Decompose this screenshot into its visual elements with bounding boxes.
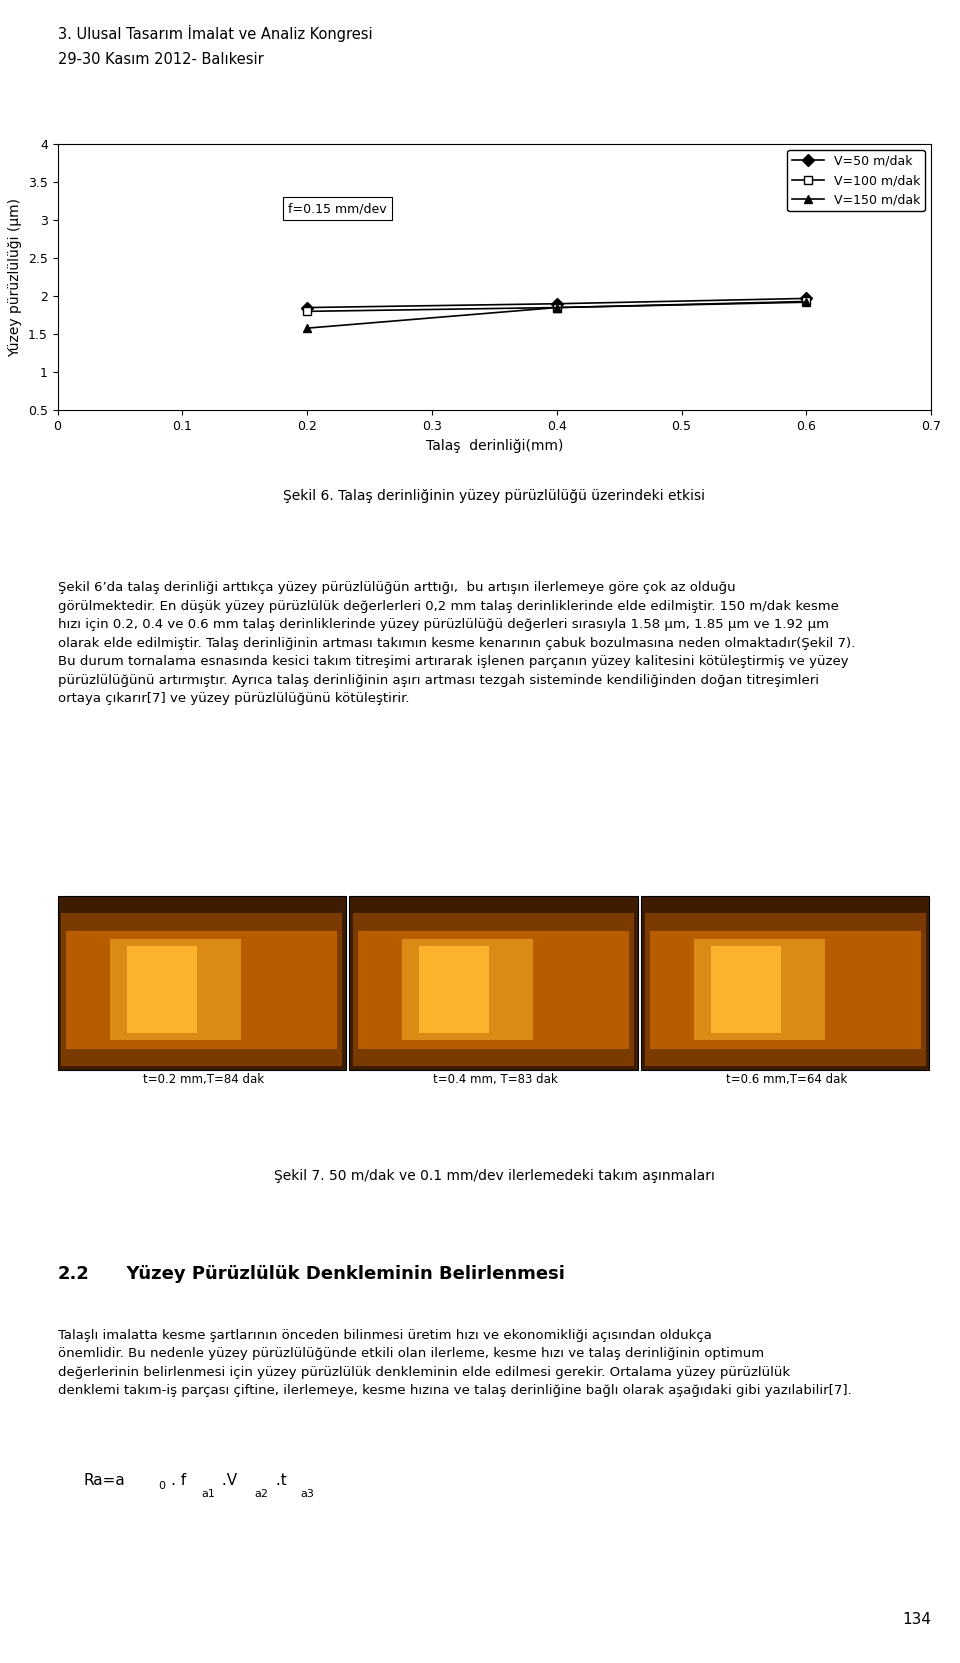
Text: t=0.2 mm,T=84 dak: t=0.2 mm,T=84 dak bbox=[143, 1073, 264, 1086]
Line: V=100 m/dak: V=100 m/dak bbox=[303, 298, 810, 316]
Text: .t: .t bbox=[271, 1473, 292, 1488]
Text: . f: . f bbox=[171, 1473, 186, 1488]
Bar bbox=[711, 946, 780, 1033]
Text: 2.2: 2.2 bbox=[58, 1264, 89, 1282]
Text: Şekil 6. Talaş derinliğinin yüzey pürüzlülüğü üzerindeki etkisi: Şekil 6. Talaş derinliğinin yüzey pürüzl… bbox=[283, 489, 706, 502]
Bar bbox=[110, 940, 241, 1039]
Bar bbox=[693, 940, 825, 1039]
Text: Şekil 7. 50 m/dak ve 0.1 mm/dev ilerlemedeki takım aşınmaları: Şekil 7. 50 m/dak ve 0.1 mm/dev ilerleme… bbox=[274, 1169, 715, 1184]
Bar bbox=[128, 946, 198, 1033]
Bar bbox=[402, 940, 533, 1039]
Bar bbox=[358, 931, 629, 1049]
Bar bbox=[353, 913, 635, 1066]
V=150 m/dak bbox=[301, 318, 313, 338]
V=150 m/dak bbox=[801, 293, 812, 313]
Text: Ra=a: Ra=a bbox=[84, 1473, 126, 1488]
V=100 m/dak bbox=[301, 301, 313, 321]
Text: a3: a3 bbox=[300, 1488, 314, 1498]
Line: V=150 m/dak: V=150 m/dak bbox=[303, 298, 810, 333]
V=100 m/dak bbox=[551, 298, 563, 318]
Text: Şekil 6’da talaş derinliği arttıkça yüzey pürüzlülüğün arttığı,  bu artışın iler: Şekil 6’da talaş derinliği arttıkça yüze… bbox=[58, 580, 854, 705]
V=50 m/dak bbox=[801, 288, 812, 308]
Bar bbox=[641, 896, 929, 1071]
Y-axis label: Yüzey pürüzlülüği (µm): Yüzey pürüzlülüği (µm) bbox=[9, 198, 22, 356]
V=50 m/dak bbox=[551, 294, 563, 314]
Text: Talaşlı imalatta kesme şartlarının önceden bilinmesi üretim hızı ve ekonomikliği: Talaşlı imalatta kesme şartlarının önced… bbox=[58, 1329, 852, 1397]
Bar bbox=[420, 946, 490, 1033]
Text: a1: a1 bbox=[202, 1488, 216, 1498]
Text: 134: 134 bbox=[902, 1613, 931, 1628]
Text: t=0.4 mm, T=83 dak: t=0.4 mm, T=83 dak bbox=[433, 1073, 558, 1086]
V=150 m/dak bbox=[551, 298, 563, 318]
V=50 m/dak bbox=[301, 298, 313, 318]
Text: f=0.15 mm/dev: f=0.15 mm/dev bbox=[288, 203, 387, 215]
Bar bbox=[58, 896, 346, 1071]
Text: .V: .V bbox=[218, 1473, 237, 1488]
Bar bbox=[349, 896, 637, 1071]
Line: V=50 m/dak: V=50 m/dak bbox=[303, 294, 810, 311]
Text: a2: a2 bbox=[254, 1488, 268, 1498]
Text: 0: 0 bbox=[158, 1480, 165, 1490]
Bar bbox=[645, 913, 926, 1066]
Bar bbox=[66, 931, 337, 1049]
Legend: V=50 m/dak, V=100 m/dak, V=150 m/dak: V=50 m/dak, V=100 m/dak, V=150 m/dak bbox=[787, 150, 924, 211]
X-axis label: Talaş  derinliği(mm): Talaş derinliği(mm) bbox=[425, 439, 564, 452]
Text: 3. Ulusal Tasarım İmalat ve Analiz Kongresi
29-30 Kasım 2012- Balıkesir: 3. Ulusal Tasarım İmalat ve Analiz Kongr… bbox=[58, 25, 372, 67]
Text: t=0.6 mm,T=64 dak: t=0.6 mm,T=64 dak bbox=[727, 1073, 848, 1086]
Bar bbox=[61, 913, 343, 1066]
Text: Yüzey Pürüzlülük Denkleminin Belirlenmesi: Yüzey Pürüzlülük Denkleminin Belirlenmes… bbox=[114, 1264, 565, 1282]
Bar bbox=[650, 931, 921, 1049]
V=100 m/dak bbox=[801, 291, 812, 311]
